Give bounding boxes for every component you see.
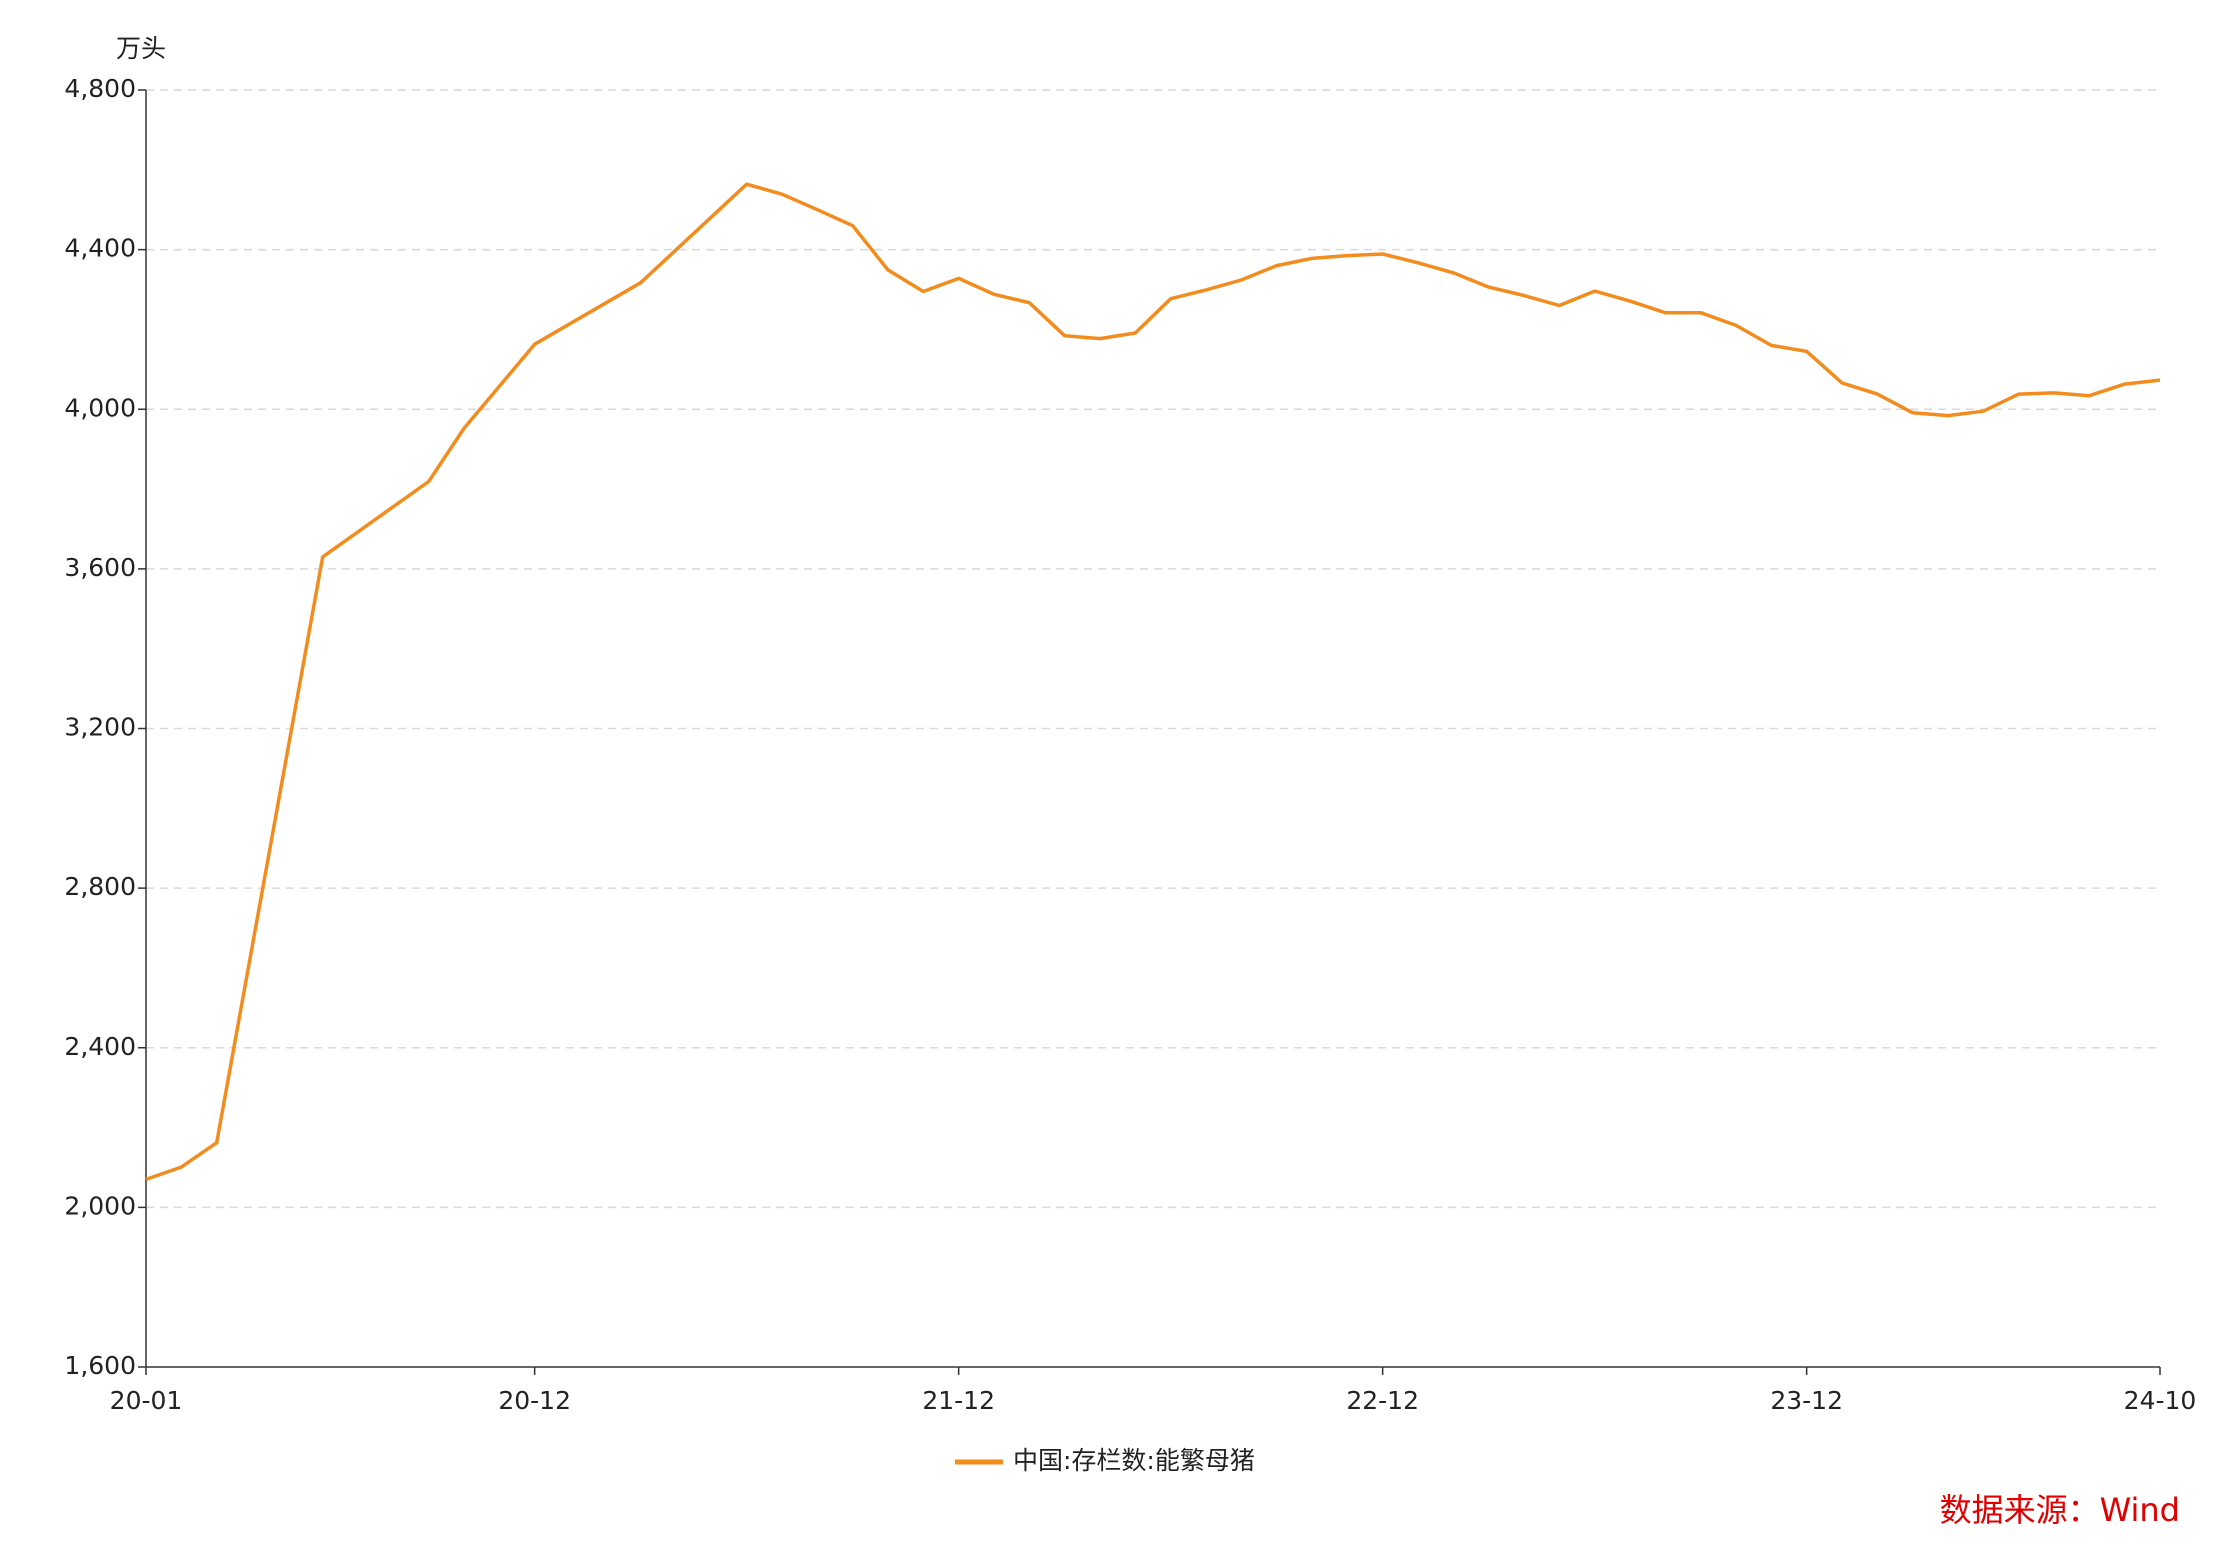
source: 数据来源：Wind [1940, 1491, 2180, 1529]
y-tick-label: 2,000 [64, 1191, 136, 1220]
y-tick-label: 4,000 [64, 393, 136, 422]
x-tick-label: 20-12 [498, 1386, 571, 1415]
y-tick-label: 3,200 [64, 713, 136, 742]
x-tick-label: 24-10 [2124, 1386, 2197, 1415]
legend-label: 中国:存栏数:能繁母猪 [1013, 1446, 1255, 1475]
y-tick-label: 3,600 [64, 553, 136, 582]
y-tick-label: 2,400 [64, 1032, 136, 1061]
y-axis-label: 万头 [116, 34, 166, 63]
x-tick-label: 20-01 [110, 1386, 183, 1415]
x-tick-label: 22-12 [1346, 1386, 1419, 1415]
series-line [145, 182, 2161, 1182]
y-tick-label: 4,800 [64, 74, 136, 103]
x-tick-label: 21-12 [922, 1386, 995, 1415]
y-tick-label: 4,400 [64, 234, 136, 263]
y-tick-label: 1,600 [64, 1351, 136, 1380]
y-tick-label: 2,800 [64, 872, 136, 901]
x-tick-label: 23-12 [1770, 1386, 1843, 1415]
